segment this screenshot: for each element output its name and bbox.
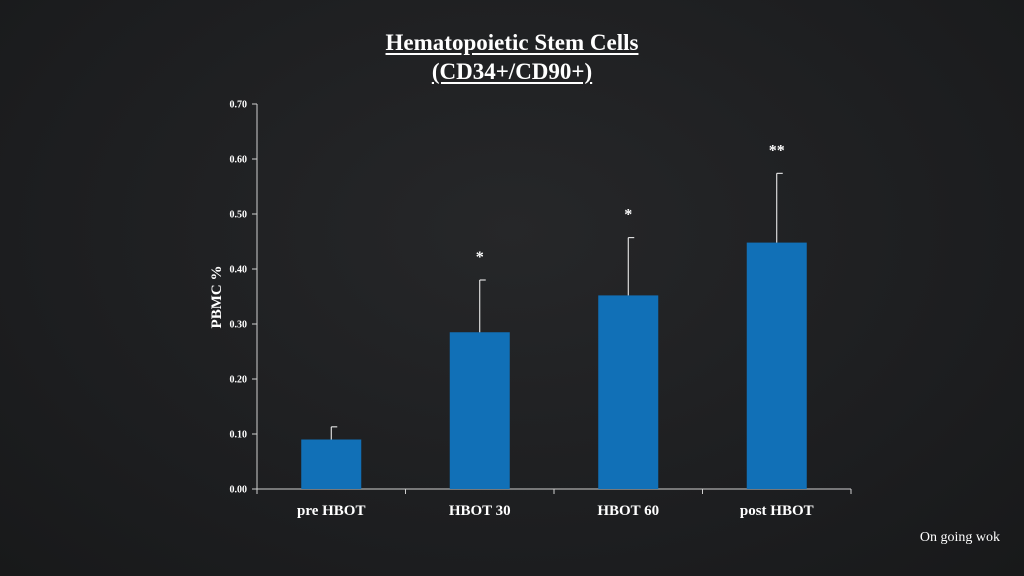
y-axis-label: PBMC % (209, 266, 225, 329)
x-tick-label: HBOT 30 (449, 503, 511, 519)
y-tick-label: 0.60 (230, 155, 248, 166)
chart-title: Hematopoietic Stem Cells (CD34+/CD90+) (0, 28, 1024, 86)
y-tick-label: 0.50 (230, 210, 248, 221)
bar (746, 242, 807, 489)
chart-title-line2: (CD34+/CD90+) (431, 59, 593, 84)
significance-marker: * (476, 249, 484, 266)
y-tick-label: 0.30 (230, 320, 248, 331)
bar (449, 332, 510, 489)
y-tick-label: 0.70 (230, 100, 248, 111)
x-tick-label: post HBOT (740, 503, 814, 519)
significance-marker: ** (769, 142, 785, 159)
y-tick-label: 0.10 (230, 430, 248, 441)
footnote: On going wok (919, 530, 1000, 545)
bar (301, 439, 362, 489)
y-tick-label: 0.40 (230, 265, 248, 276)
x-tick-label: pre HBOT (297, 503, 365, 519)
y-tick-label: 0.00 (230, 485, 248, 496)
bar (598, 295, 659, 489)
y-tick-label: 0.20 (230, 375, 248, 386)
x-tick-label: HBOT 60 (597, 503, 659, 519)
chart-title-line1: Hematopoietic Stem Cells (385, 30, 639, 55)
significance-marker: * (624, 207, 632, 224)
